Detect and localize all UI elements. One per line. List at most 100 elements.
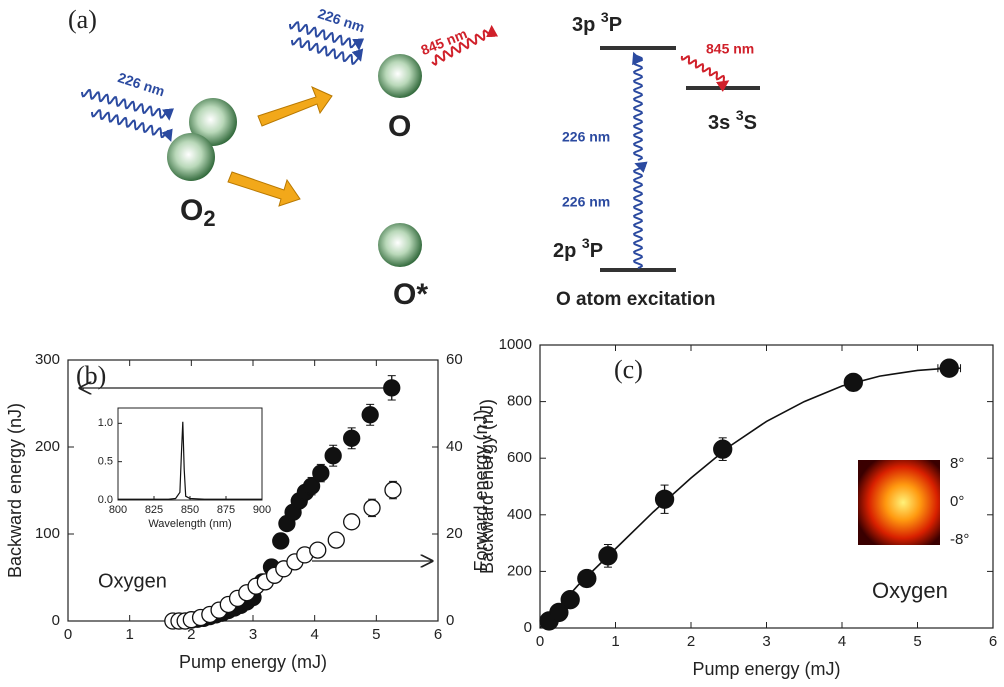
y2-tick-label: 60 <box>446 351 463 368</box>
atom-label: O* <box>393 278 428 311</box>
data-point <box>713 439 733 459</box>
transition-label: 226 nm <box>562 194 610 210</box>
atom <box>167 133 215 181</box>
spectrum-line <box>118 421 262 500</box>
x-tick-label: 4 <box>838 633 846 650</box>
y-tick-label: 800 <box>507 393 532 410</box>
config: 3s <box>708 112 730 134</box>
term: S <box>744 112 757 134</box>
term: P <box>590 240 603 262</box>
y-tick-label: 600 <box>507 449 532 466</box>
y-tick-label: 0 <box>524 619 532 636</box>
data-point <box>383 379 401 397</box>
y-tick-label: 200 <box>35 438 60 455</box>
image-tick-label: -8° <box>950 531 969 548</box>
x-tick-label: 1 <box>611 633 619 650</box>
inset-x-tick-label: 875 <box>217 504 235 516</box>
arrow <box>257 86 333 127</box>
x-tick-label: 1 <box>125 626 133 643</box>
wavy-arrow <box>680 55 730 92</box>
data-point <box>577 568 597 589</box>
wavy-arrow <box>632 161 648 269</box>
data-point <box>560 590 580 610</box>
annotation: Oxygen <box>98 570 167 592</box>
data-point <box>309 541 327 559</box>
x-tick-label: 3 <box>762 633 770 650</box>
inset-y-tick-label: 1.0 <box>98 417 113 429</box>
x-tick-label: 6 <box>434 626 442 643</box>
atom <box>189 98 237 146</box>
data-point <box>939 358 959 378</box>
transition-label: 845 nm <box>706 41 754 57</box>
panel-a: (a) O2 O O* 226 nm 226 nm 845 nm 3p 3P 3… <box>68 5 760 311</box>
panel-label: (a) <box>68 5 97 34</box>
data-point <box>384 481 402 499</box>
data-point <box>312 464 330 482</box>
x-tick-label: 4 <box>310 626 318 643</box>
wavy-arrow <box>291 37 364 65</box>
y-axis-label: Backward energy (nJ) <box>5 403 25 578</box>
symbol: O <box>180 194 203 227</box>
caption: O atom excitation <box>556 289 715 310</box>
panel-label: (c) <box>614 355 643 384</box>
inset-x-tick-label: 800 <box>109 504 127 516</box>
level-label: 3s 3S <box>708 107 757 135</box>
data-point <box>327 531 345 549</box>
y2-tick-label: 20 <box>446 525 463 542</box>
panel-label: (b) <box>76 361 106 390</box>
x-axis-label: Pump energy (mJ) <box>179 652 327 672</box>
image-tick-label: 0° <box>950 493 964 510</box>
data-point <box>324 447 342 465</box>
x-tick-label: 3 <box>249 626 257 643</box>
inset-x-tick-label: 825 <box>145 504 163 516</box>
wavy-arrow <box>289 21 365 51</box>
config: 3p <box>572 14 595 36</box>
multiplicity: 3 <box>582 235 590 251</box>
x-tick-label: 6 <box>989 633 997 650</box>
wavy-arrow <box>632 51 644 161</box>
config: 2p <box>553 240 576 262</box>
data-point <box>302 477 321 495</box>
subscript: 2 <box>203 206 215 231</box>
data-point <box>343 513 361 531</box>
y2-tick-label: 40 <box>446 438 463 455</box>
inset-x-tick-label: 850 <box>181 504 199 516</box>
y-tick-label: 300 <box>35 351 60 368</box>
x-tick-label: 2 <box>187 626 195 643</box>
y-tick-label: 400 <box>507 506 532 523</box>
x-tick-label: 0 <box>536 633 544 650</box>
molecule-label: O2 <box>180 194 216 231</box>
arrow <box>227 171 301 207</box>
multiplicity: 3 <box>601 9 609 25</box>
data-point <box>272 532 290 550</box>
data-point <box>598 546 618 566</box>
x-tick-label: 0 <box>64 626 72 643</box>
wavy-arrow <box>431 24 499 66</box>
wavy-arrow <box>81 88 175 121</box>
inset-y-tick-label: 0.5 <box>98 456 113 468</box>
inset-x-tick-label: 900 <box>253 504 271 516</box>
wavy-arrow <box>91 109 173 142</box>
term: P <box>609 14 622 36</box>
data-point <box>843 372 863 393</box>
data-point <box>361 406 379 424</box>
inset-frame <box>117 407 263 501</box>
y-tick-label: 200 <box>507 562 532 579</box>
data-point <box>343 429 361 447</box>
beam-image <box>858 460 940 545</box>
atom-label: O <box>388 110 411 143</box>
level-label: 2p 3P <box>553 235 603 263</box>
wavelength-label: 226 nm <box>116 69 167 99</box>
inset-y-tick-label: 0.0 <box>98 494 113 506</box>
y2-tick-label: 0 <box>446 612 454 629</box>
y-tick-label: 1000 <box>499 336 532 353</box>
level-label: 3p 3P <box>572 9 622 37</box>
data-point <box>549 602 569 623</box>
x-tick-label: 2 <box>687 633 695 650</box>
inset-x-label: Wavelength (nm) <box>148 518 231 530</box>
x-tick-label: 5 <box>372 626 380 643</box>
y-tick-label: 100 <box>35 525 60 542</box>
y2-axis-label: Forward energy (nJ) <box>471 409 491 571</box>
annotation: Oxygen <box>872 578 948 603</box>
